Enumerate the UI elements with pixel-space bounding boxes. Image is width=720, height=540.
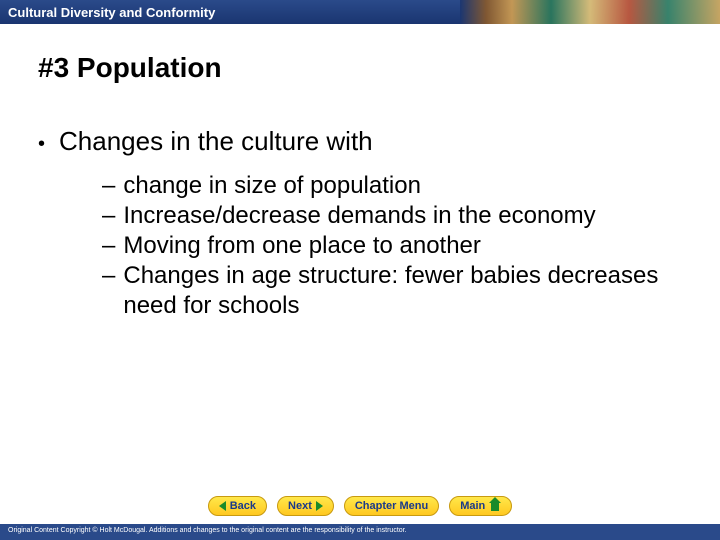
header-decorative-image (460, 0, 720, 24)
main-bullet: • Changes in the culture with (38, 126, 720, 157)
back-button[interactable]: Back (208, 496, 267, 516)
dash-icon: – (102, 201, 115, 231)
arrow-right-icon (316, 501, 323, 511)
main-label: Main (460, 500, 485, 512)
arrow-left-icon (219, 501, 226, 511)
slide-content: • Changes in the culture with – change i… (38, 126, 720, 321)
main-button[interactable]: Main (449, 496, 512, 516)
sub-item: – Increase/decrease demands in the econo… (102, 201, 720, 231)
sub-item-text: change in size of population (123, 171, 421, 201)
home-icon (489, 501, 501, 511)
dash-icon: – (102, 261, 115, 291)
sub-bullet-list: – change in size of population – Increas… (102, 171, 720, 321)
next-button[interactable]: Next (277, 496, 334, 516)
sub-item: – change in size of population (102, 171, 720, 201)
sub-item-text: Changes in age structure: fewer babies d… (123, 261, 663, 321)
footer-bar: Original Content Copyright © Holt McDoug… (0, 524, 720, 540)
back-label: Back (230, 500, 256, 512)
bullet-dot: • (38, 132, 45, 156)
chapter-menu-label: Chapter Menu (355, 500, 428, 512)
slide-title: #3 Population (38, 52, 720, 84)
header-bar: Cultural Diversity and Conformity (0, 0, 720, 24)
dash-icon: – (102, 171, 115, 201)
copyright-text: Original Content Copyright © Holt McDoug… (8, 527, 407, 534)
sub-item: – Changes in age structure: fewer babies… (102, 261, 720, 321)
next-label: Next (288, 500, 312, 512)
sub-item-text: Moving from one place to another (123, 231, 481, 261)
dash-icon: – (102, 231, 115, 261)
header-title: Cultural Diversity and Conformity (8, 5, 215, 20)
navigation-bar: Back Next Chapter Menu Main (0, 496, 720, 516)
chapter-menu-button[interactable]: Chapter Menu (344, 496, 439, 516)
sub-item: – Moving from one place to another (102, 231, 720, 261)
sub-item-text: Increase/decrease demands in the economy (123, 201, 595, 231)
main-bullet-text: Changes in the culture with (59, 126, 373, 157)
